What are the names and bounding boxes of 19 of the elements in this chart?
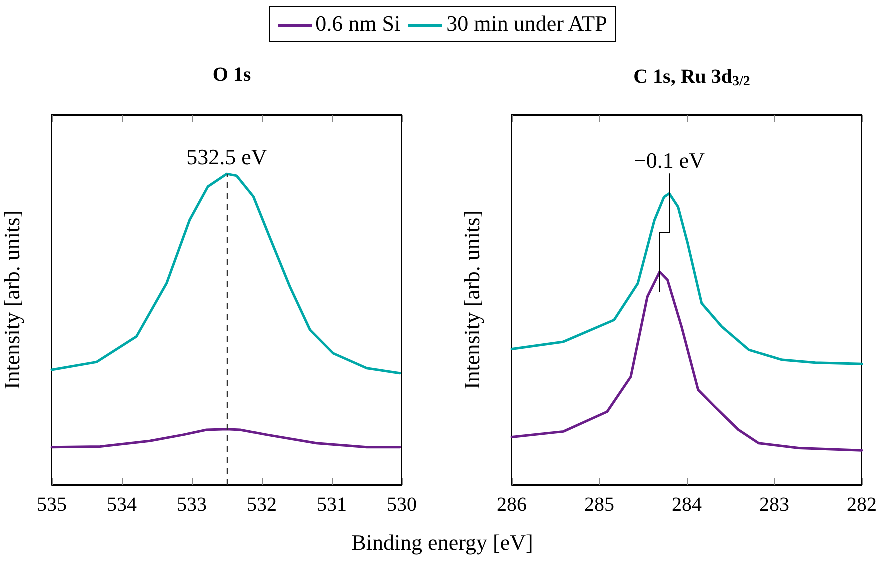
text: −0.1 eV bbox=[634, 148, 706, 174]
x-tick-label: 535 bbox=[37, 494, 67, 516]
x-tick-label: 531 bbox=[317, 494, 347, 516]
x-tick-label: 285 bbox=[584, 494, 614, 516]
ref-line-label: 532.5 eV bbox=[186, 144, 268, 170]
y-axis-title: Intensity [arb. units] bbox=[460, 210, 484, 390]
chart-title: O 1s bbox=[212, 64, 252, 86]
legend-label: 0.6 nm Si bbox=[314, 11, 401, 37]
x-tick-label: 534 bbox=[107, 494, 137, 516]
x-tick-label: 530 bbox=[387, 494, 417, 516]
y-axis-title: Intensity [arb. units] bbox=[0, 210, 24, 390]
x-axis-title: Binding energy [eV] bbox=[350, 530, 534, 556]
x-tick-label: 283 bbox=[760, 494, 790, 516]
legend-label: 30 min under ATP bbox=[446, 11, 608, 37]
x-tick-label: 286 bbox=[497, 494, 527, 516]
x-tick-label: 282 bbox=[847, 494, 877, 516]
x-tick-label: 532 bbox=[247, 494, 277, 516]
x-tick-label: 284 bbox=[672, 494, 702, 516]
x-tick-label: 533 bbox=[177, 494, 207, 516]
